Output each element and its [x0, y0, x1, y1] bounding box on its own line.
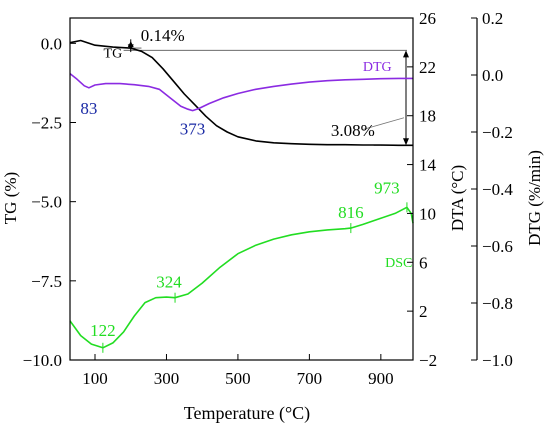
x-tick-label: 700 — [297, 369, 323, 388]
tg-tick-label: −5.0 — [31, 193, 62, 212]
dtg-tick-label: −0.6 — [482, 237, 513, 256]
plot-area: 0.14% TG DTG 83 373 3.08% 122 324 816 973 DSC — [69, 26, 414, 353]
x-tick-label: 300 — [154, 369, 180, 388]
dtg-axis-label: DTG (%/min) — [525, 150, 544, 246]
series-dsc-line — [69, 206, 414, 349]
dta-tick-label: 26 — [419, 9, 436, 28]
annotation-label: 816 — [338, 203, 364, 222]
annotation-label: 122 — [90, 321, 116, 340]
x-tick-label: 500 — [225, 369, 251, 388]
total-loss-leader-line — [362, 117, 405, 130]
dta-tick-label: 10 — [419, 204, 436, 223]
series-dtg-line — [69, 72, 413, 112]
axes: 100 300 500 700 9000.0−2.5−5.0−7.5−10.026221… — [23, 9, 514, 388]
tg-tick-label: 0.0 — [41, 34, 62, 53]
tg-tick-label: −7.5 — [31, 272, 62, 291]
plot-frame — [69, 17, 414, 361]
dta-tick-label: 22 — [419, 58, 436, 77]
annotation-label: 373 — [180, 120, 206, 139]
dtg-tick-label: −1.0 — [482, 351, 513, 370]
annotation-label: DTG — [363, 60, 392, 75]
x-tick-label: 100 — [82, 369, 108, 388]
dta-tick-label: −2 — [419, 351, 437, 370]
total-loss-arrowhead — [403, 50, 409, 58]
dta-axis-label: DTA (°C) — [448, 165, 467, 231]
dtg-tick-label: 0.0 — [482, 66, 503, 85]
x-tick-label: 900 — [368, 369, 394, 388]
annotation-label: TG — [104, 47, 123, 62]
x-axis-label: Temperature (°C) — [184, 403, 310, 424]
dtg-tick-label: −0.2 — [482, 123, 513, 142]
annotation-label: 973 — [374, 178, 400, 197]
annotation-label: DSC — [385, 256, 412, 271]
dta-tick-label: 18 — [419, 107, 436, 126]
annotation-label: 0.14% — [141, 26, 185, 45]
tg-tick-label: −10.0 — [23, 351, 62, 370]
annotation-label: 3.08% — [331, 121, 375, 140]
dta-tick-label: 6 — [419, 253, 428, 272]
dta-tick-label: 14 — [419, 156, 437, 175]
total-loss-arrowhead — [403, 138, 409, 146]
series-tg-line — [69, 39, 413, 147]
tg-tick-label: −2.5 — [31, 114, 62, 133]
dtg-tick-label: −0.8 — [482, 294, 513, 313]
dta-tick-label: 2 — [419, 302, 428, 321]
small-loss-arrowhead — [127, 41, 134, 48]
annotation-label: 83 — [80, 99, 97, 118]
dtg-tick-label: −0.4 — [482, 180, 513, 199]
tg-axis-label: TG (%) — [1, 172, 20, 224]
dtg-tick-label: 0.2 — [482, 9, 503, 28]
annotation-label: 324 — [156, 273, 182, 292]
